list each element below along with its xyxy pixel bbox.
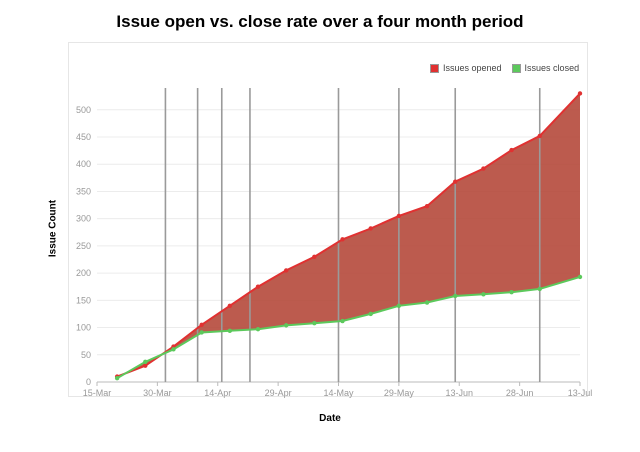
y-tick-label: 100 xyxy=(76,323,91,333)
data-point-opened xyxy=(143,363,148,368)
data-point-closed xyxy=(368,311,373,317)
legend-label-opened: Issues opened xyxy=(443,63,502,73)
data-point-closed xyxy=(453,293,458,299)
data-point-closed xyxy=(424,300,430,305)
x-tick-label: 28-Jun xyxy=(506,388,534,398)
plot-frame xyxy=(68,42,588,397)
data-point-closed xyxy=(283,323,289,328)
legend-swatch-opened xyxy=(430,63,439,73)
data-point-opened xyxy=(227,303,233,308)
y-tick-label: 0 xyxy=(86,377,91,387)
x-tick-label: 14-May xyxy=(323,388,354,398)
data-point-closed xyxy=(509,289,514,295)
y-axis-label: Issue Count xyxy=(47,199,59,258)
y-tick-label: 400 xyxy=(76,159,91,169)
y-tick-label: 200 xyxy=(76,268,91,278)
x-tick-label: 29-Apr xyxy=(265,388,292,398)
data-point-opened xyxy=(396,213,402,219)
fill-between-area xyxy=(117,93,580,379)
legend-swatch-closed xyxy=(511,63,521,73)
data-point-closed xyxy=(312,321,317,326)
data-point-opened xyxy=(199,322,204,328)
y-tick-label: 250 xyxy=(76,241,91,251)
data-point-closed xyxy=(537,286,542,292)
data-point-opened xyxy=(368,226,373,231)
data-point-opened xyxy=(255,284,261,289)
legend: Issues opened Issues closed xyxy=(430,63,579,73)
data-point-opened xyxy=(537,133,542,139)
chart-title: Issue open vs. close rate over a four mo… xyxy=(116,12,524,31)
data-point-opened xyxy=(577,91,583,96)
data-point-closed xyxy=(340,318,345,324)
legend-item-opened: Issues opened xyxy=(430,63,502,73)
x-tick-label: 15-Mar xyxy=(83,388,112,398)
data-point-opened xyxy=(481,166,486,171)
y-tick-label: 450 xyxy=(76,132,91,142)
data-point-closed xyxy=(577,274,583,280)
data-point-opened xyxy=(340,237,345,242)
x-tick-label: 13-Jun xyxy=(445,388,473,398)
data-point-closed xyxy=(227,328,233,334)
y-tick-label: 300 xyxy=(76,214,91,224)
data-point-closed xyxy=(171,347,176,352)
x-axis-label: Date xyxy=(319,413,341,424)
y-tick-label: 150 xyxy=(76,295,91,305)
y-tick-label: 50 xyxy=(81,350,91,360)
legend-item-closed: Issues closed xyxy=(511,63,580,73)
x-tick-label: 14-Apr xyxy=(204,388,231,398)
data-point-opened xyxy=(453,179,458,184)
data-point-closed xyxy=(143,359,148,365)
y-tick-label: 500 xyxy=(76,105,91,115)
data-point-opened xyxy=(312,254,317,259)
data-point-opened xyxy=(283,268,289,273)
data-point-opened xyxy=(509,147,514,153)
x-tick-label: 13-Jul xyxy=(568,388,593,398)
data-point-closed xyxy=(114,375,120,381)
data-point-closed xyxy=(255,326,261,332)
data-point-opened xyxy=(424,203,430,209)
data-point-closed xyxy=(199,330,204,335)
data-point-closed xyxy=(396,303,402,308)
x-tick-label: 29-May xyxy=(384,388,415,398)
legend-label-closed: Issues closed xyxy=(524,63,580,73)
data-point-closed xyxy=(481,292,486,297)
y-tick-label: 350 xyxy=(76,186,91,196)
x-tick-label: 30-Mar xyxy=(143,388,172,398)
